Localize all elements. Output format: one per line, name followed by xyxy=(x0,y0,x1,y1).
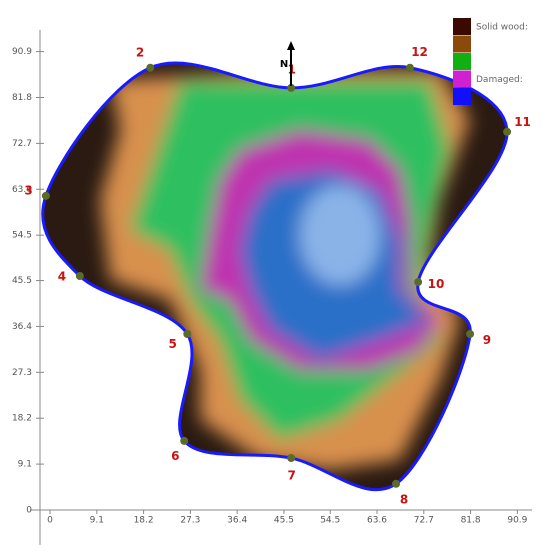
y-tick-label: 0 xyxy=(26,506,32,516)
x-tick-label: 72.7 xyxy=(414,516,434,526)
sensor-label: 3 xyxy=(24,183,32,197)
x-tick-label: 90.9 xyxy=(507,516,527,526)
y-tick-label: 27.3 xyxy=(12,368,32,378)
legend-swatch xyxy=(453,35,471,53)
sensor-label: 9 xyxy=(483,333,491,347)
y-tick-label: 45.5 xyxy=(12,276,32,286)
sensor-label: 6 xyxy=(171,449,179,463)
sensor-label: 10 xyxy=(428,277,445,291)
x-tick-label: 9.1 xyxy=(90,516,104,526)
x-tick-label: 27.3 xyxy=(180,516,200,526)
sensor-point xyxy=(287,454,296,463)
sensor-point xyxy=(180,436,189,445)
legend-swatch xyxy=(453,53,471,70)
x-tick-label: 36.4 xyxy=(227,516,247,526)
sensor-label: 12 xyxy=(411,45,428,59)
y-tick-label: 9.1 xyxy=(18,460,32,470)
y-tick-label: 90.9 xyxy=(12,47,32,57)
x-tick-label: 45.5 xyxy=(274,516,294,526)
legend-label: Damaged: xyxy=(476,75,523,85)
sensor-label: 5 xyxy=(168,337,176,351)
sensor-point xyxy=(466,330,475,339)
legend-swatch xyxy=(453,70,471,88)
y-tick-label: 63.6 xyxy=(12,185,32,195)
y-tick-label: 72.7 xyxy=(12,139,32,149)
y-tick-label: 54.5 xyxy=(12,231,32,241)
sensor-point xyxy=(503,127,512,136)
x-tick-label: 81.8 xyxy=(461,516,481,526)
sensor-label: 8 xyxy=(400,492,408,506)
sensor-point xyxy=(287,83,296,92)
sensor-point xyxy=(405,63,414,72)
y-tick-label: 36.4 xyxy=(12,322,32,332)
y-tick-label: 18.2 xyxy=(12,414,32,424)
legend-swatch xyxy=(453,88,471,105)
legend-swatch xyxy=(453,18,471,35)
x-tick-label: 54.5 xyxy=(320,516,340,526)
north-arrowhead xyxy=(287,41,295,50)
north-label: N xyxy=(280,59,288,70)
x-tick-label: 0 xyxy=(47,516,53,526)
sensor-label: 11 xyxy=(514,115,531,129)
y-tick-label: 81.8 xyxy=(12,93,32,103)
sensor-point xyxy=(183,330,192,339)
sensor-point xyxy=(146,63,155,72)
sensor-label: 4 xyxy=(58,270,66,284)
sensor-label: 7 xyxy=(287,469,295,483)
legend-label: Solid wood: xyxy=(476,23,528,33)
x-tick-label: 63.6 xyxy=(367,516,387,526)
sensor-point xyxy=(414,278,423,287)
cavity-core xyxy=(300,185,380,285)
sensor-point xyxy=(392,479,401,488)
axes: 0 9.1 18.2 27.3 36.4 45.5 54.5 63.6 72.7 81.8 90.9… xyxy=(12,30,532,545)
x-tick-label: 18.2 xyxy=(134,516,154,526)
sensor-point xyxy=(41,191,50,200)
sensor-point xyxy=(75,272,84,281)
sensor-label: 2 xyxy=(136,45,144,59)
